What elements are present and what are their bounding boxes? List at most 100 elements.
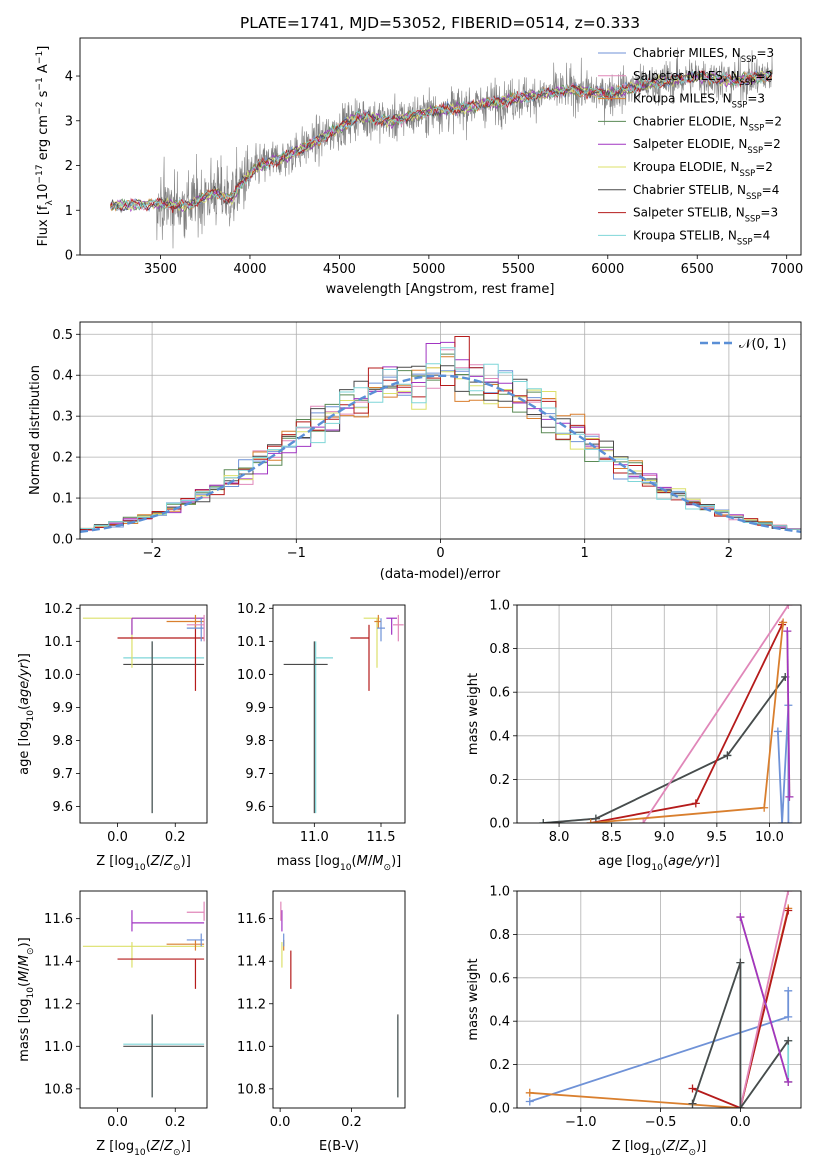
- x-tick-label: 11.0: [300, 830, 329, 845]
- weight-marker: [691, 799, 700, 808]
- x-tick-label: 6500: [681, 262, 714, 277]
- legend-entry: Chabrier MILES, NSSP=3: [633, 46, 774, 64]
- panel-age-mass: 11.0 11.5 9.6 9.7 9.8 9.9 10.0 10.1 10.2 mass [lo…: [237, 602, 406, 873]
- panel-spectrum: 3500 4000 4500 5000 5500 6000 6500 7000 0 1 2 3 4 Cha…: [35, 37, 804, 297]
- errorbar-point: [123, 641, 205, 814]
- weight-line: [590, 624, 783, 823]
- weight-marker: [586, 819, 595, 823]
- y-tick-label: 0.6: [489, 686, 510, 701]
- x-tick-label: 0.2: [165, 1115, 186, 1130]
- x-axis-label: wavelength [Angstrom, rest frame]: [326, 282, 555, 297]
- plot-area: [110, 47, 773, 249]
- weight-line: [590, 622, 784, 823]
- y-tick-label: 4: [65, 70, 73, 85]
- errorbar-point: [131, 910, 205, 932]
- data-spectrum-line: [110, 47, 773, 249]
- errorbar-point: [186, 614, 205, 642]
- y-tick-label: 1: [65, 204, 73, 219]
- ticks: 0.0 0.2 9.6 9.7 9.8 9.9 10.0 10.1 10.2: [44, 602, 186, 845]
- y-tick-label: 0.3: [52, 410, 73, 425]
- x-tick-label: 8.5: [601, 830, 622, 845]
- weight-line: [529, 908, 790, 1108]
- y-tick-label: 9.7: [52, 767, 73, 782]
- y-axis-label: mass weight: [466, 673, 481, 755]
- errorbar-point: [117, 624, 205, 691]
- errorbar-point: [123, 641, 205, 814]
- y-axis-label: mass weight: [466, 958, 481, 1040]
- y-tick-label: 0.6: [489, 971, 510, 986]
- x-tick-label: 4000: [233, 262, 266, 277]
- ticks: 0.0 0.2 10.8 11.0 11.2 11.4 11.6: [44, 912, 186, 1130]
- panel-age-Z: 0.0 0.2 9.6 9.7 9.8 9.9 10.0 10.1 10.2 Z [log10(Z…: [17, 602, 208, 873]
- legend-entry: Chabrier ELODIE, NSSP=2: [633, 114, 782, 132]
- legend: Chabrier MILES, NSSP=3 Salpeter MILES, NS…: [598, 46, 782, 246]
- x-tick-label: 0.0: [107, 1115, 128, 1130]
- weight-marker: [736, 958, 745, 967]
- y-tick-label: 11.4: [237, 955, 266, 970]
- weight-marker: [525, 1088, 534, 1097]
- y-tick-label: 11.0: [44, 1040, 73, 1055]
- errorbar-point: [131, 617, 205, 635]
- y-tick-label: 11.4: [44, 955, 73, 970]
- weight-marker: [784, 1036, 793, 1045]
- x-tick-label: 8.0: [549, 830, 570, 845]
- y-tick-label: 10.2: [237, 602, 266, 617]
- x-tick-label: −1.0: [565, 1115, 597, 1130]
- x-tick-label: 10.0: [755, 830, 784, 845]
- normal-curve: [80, 374, 801, 533]
- errorbar-point: [186, 618, 205, 642]
- errorbar-point: [363, 617, 380, 668]
- errorbar-point: [117, 958, 205, 989]
- errorbar-point: [166, 614, 205, 629]
- x-tick-label: −0.5: [645, 1115, 677, 1130]
- y-tick-label: 9.8: [245, 734, 266, 749]
- y-tick-label: 10.8: [44, 1082, 73, 1097]
- y-tick-label: 0.4: [489, 729, 510, 744]
- ticks: 8.0 8.5 9.0 9.5 10.0 0.0 0.2 0.4 0.6 0.8 1.0: [489, 599, 784, 846]
- weight-marker: [784, 1012, 793, 1021]
- x-tick-label: 5000: [412, 262, 445, 277]
- errorbar-point: [82, 942, 205, 968]
- legend-entry: 𝒩(0, 1): [739, 337, 786, 352]
- ticks: 3500 4000 4500 5000 5500 6000 6500 7000 0 1 2 3 4: [65, 70, 804, 277]
- y-tick-label: 0.1: [52, 492, 73, 507]
- weight-marker: [785, 792, 794, 801]
- legend-entry: Kroupa STELIB, NSSP=4: [633, 228, 770, 246]
- y-tick-label: 0.5: [52, 328, 73, 343]
- weight-marker: [539, 819, 548, 823]
- weight-marker: [736, 1104, 745, 1108]
- weight-line: [543, 676, 786, 823]
- weight-line: [642, 605, 790, 823]
- weight-line: [529, 990, 790, 1103]
- errorbar-point: [123, 1016, 205, 1098]
- ticks: −2 −1 0 1 2 0.0 0.1 0.2 0.3 0.4 0.5: [52, 328, 733, 561]
- y-tick-label: 9.9: [245, 701, 266, 716]
- y-tick-label: 10.1: [44, 635, 73, 650]
- y-tick-label: 0.8: [489, 642, 510, 657]
- x-axis-label: mass [log10(M/M⊙)]: [277, 854, 401, 873]
- plot-area: [80, 336, 801, 533]
- y-tick-label: 11.6: [44, 912, 73, 927]
- x-axis-label: (data-model)/error: [380, 567, 501, 582]
- x-tick-label: −1: [287, 546, 306, 561]
- y-tick-label: 0.2: [489, 1058, 510, 1073]
- x-axis-label: age [log10(age/yr)]: [598, 854, 720, 873]
- x-tick-label: 2: [725, 546, 733, 561]
- y-axis-label: Normed distribution: [28, 365, 43, 495]
- plot-area: [539, 605, 794, 823]
- plot-area: [280, 901, 399, 1098]
- y-tick-label: 0.4: [52, 369, 73, 384]
- y-tick-label: 3: [65, 114, 73, 129]
- weight-marker: [688, 1084, 697, 1093]
- axes-frame: [516, 604, 802, 824]
- weight-marker: [723, 751, 732, 760]
- weight-marker: [779, 618, 788, 627]
- model-spectrum-line: [110, 70, 773, 212]
- y-tick-label: 10.0: [237, 668, 266, 683]
- x-axis-label: E(B-V): [319, 1139, 359, 1154]
- plot-area: [525, 891, 793, 1108]
- weight-line: [777, 705, 790, 823]
- weight-marker: [784, 891, 793, 895]
- panel-weight-age: 8.0 8.5 9.0 9.5 10.0 0.0 0.2 0.4 0.6 0.8 1.0 age [l…: [466, 599, 802, 873]
